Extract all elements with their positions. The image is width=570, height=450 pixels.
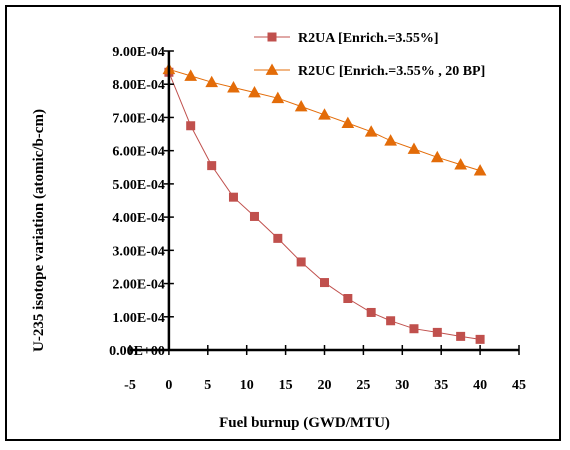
data-point [227,81,240,93]
data-point [343,294,353,304]
data-point [432,327,442,337]
y-tick-label: 1.00E-04 [112,311,165,326]
y-tick-label: 9.00E-04 [112,45,165,60]
data-point [318,108,331,120]
data-point [249,211,259,221]
series-2 [162,62,487,176]
x-tick-label: 30 [395,378,409,393]
y-tick-label: 2.00E-04 [112,278,165,293]
data-point [473,164,487,176]
data-point [341,116,355,128]
y-axis-title: U-235 isotope variation (atomic/b-cm) [31,109,47,352]
legend-marker [265,63,279,75]
data-point [271,91,285,104]
x-tick-label: 25 [356,378,370,393]
x-tick-label: 20 [318,378,332,393]
data-point [273,233,283,243]
data-point [205,75,219,88]
data-point [430,150,444,163]
data-point [364,125,378,137]
legend-item: R2UC [Enrich.=3.55% , 20 BP] [254,63,485,79]
data-point [228,192,238,202]
legend-label: R2UC [Enrich.=3.55% , 20 BP] [298,64,485,79]
y-tick-label: 4.00E-04 [112,211,165,226]
legend-item: R2UA [Enrich.=3.55%] [254,31,439,46]
y-tick-label: 0.00E+00 [109,344,165,359]
series-1 [164,67,485,344]
y-tick-label: 8.00E-04 [112,78,165,93]
x-tick-label: 0 [165,378,172,393]
data-point [184,69,198,81]
x-tick-label: 35 [434,378,448,393]
data-point [454,158,467,170]
x-axis-title: Fuel burnup (GWD/MTU) [219,415,390,431]
y-tick-label: 5.00E-04 [112,178,165,193]
data-point [186,121,196,131]
x-tick-label: 5 [204,378,211,393]
data-point [320,278,329,288]
legend-label: R2UA [Enrich.=3.55%] [298,31,439,46]
data-point [294,99,308,112]
x-tick-label: 40 [473,378,487,393]
data-point [296,257,306,267]
y-tick-label: 3.00E-04 [112,244,165,259]
data-point [456,331,466,341]
x-tick-label: -5 [124,378,136,393]
data-point [207,161,217,171]
data-point [407,142,421,154]
x-tick-label: 15 [279,378,293,393]
data-point [366,307,376,317]
y-tick-label: 7.00E-04 [112,111,165,126]
y-tick-label: 6.00E-04 [112,145,165,160]
legend-marker [267,32,277,42]
data-point [384,134,397,146]
data-point [248,85,261,98]
x-tick-label: 10 [240,378,254,393]
data-point [409,324,419,334]
data-point [475,334,485,344]
x-tick-label: 45 [512,378,526,393]
isotope-line-chart: 0.00E+00 1.00E-04 2.00E-04 3.00E-04 4.00E-04… [31,31,526,431]
data-point [386,316,396,326]
chart-frame: 0.00E+00 1.00E-04 2.00E-04 3.00E-04 4.00E-04… [5,5,561,441]
